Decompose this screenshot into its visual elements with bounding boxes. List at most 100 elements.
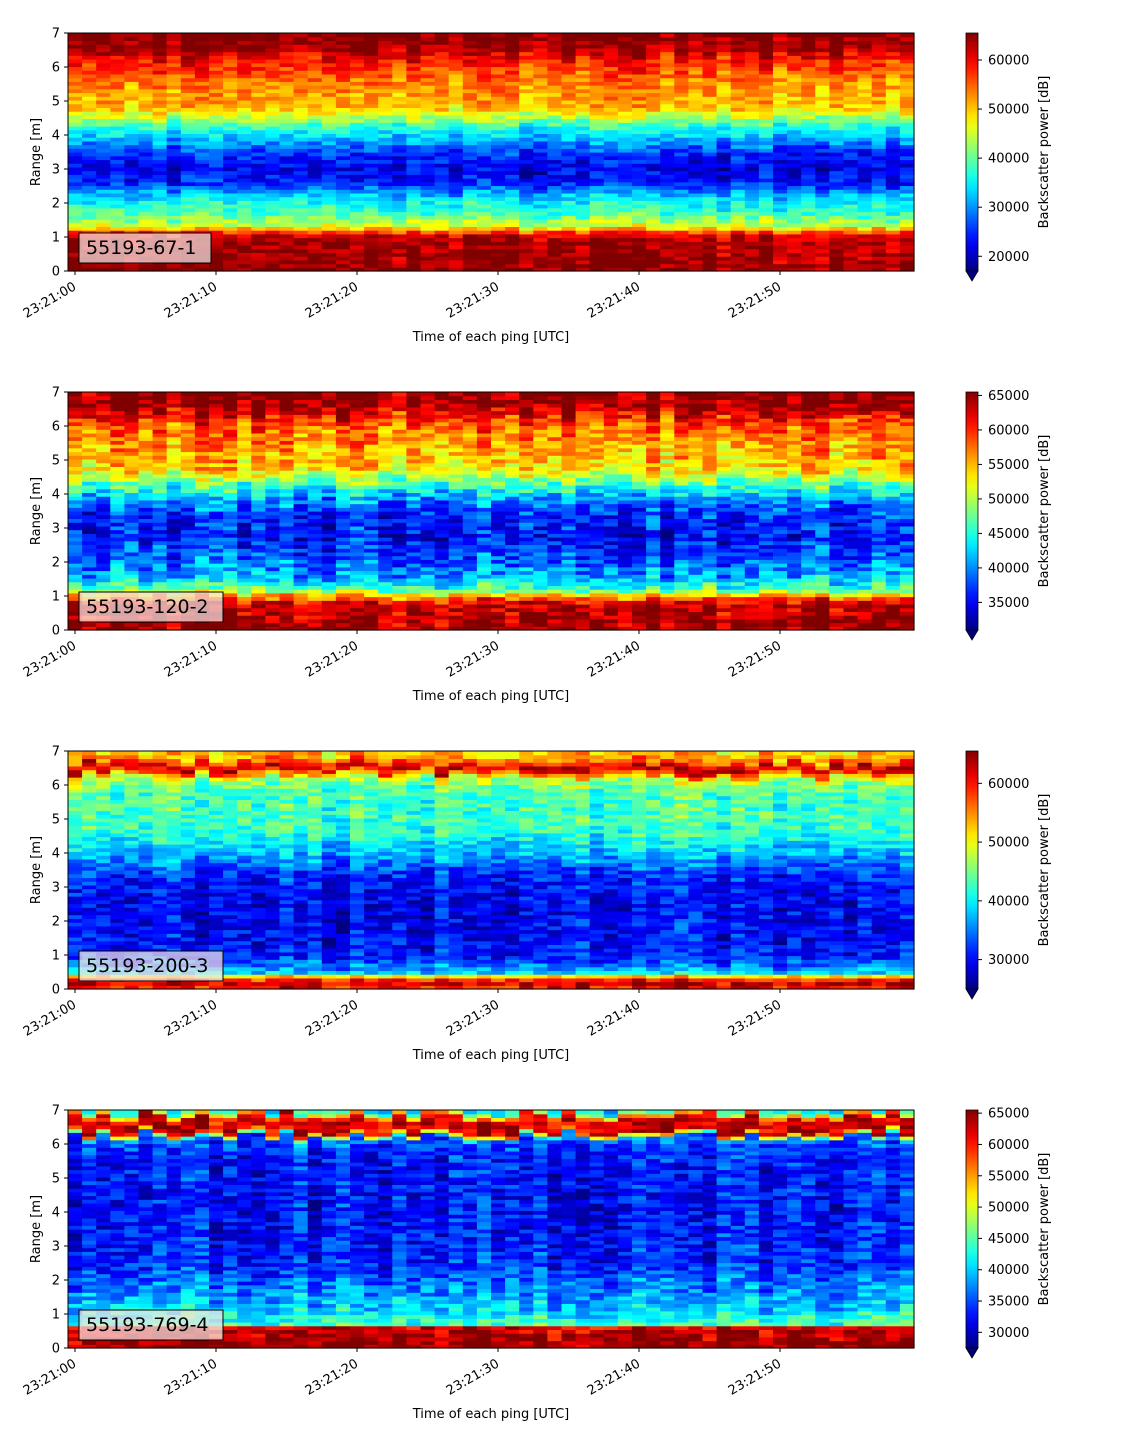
heatmap-cell <box>237 77 252 82</box>
heatmap-cell <box>307 103 323 108</box>
heatmap-cell <box>787 259 802 265</box>
heatmap-cell <box>702 170 718 175</box>
heatmap-cell <box>251 155 266 161</box>
heatmap-cell <box>674 204 689 209</box>
heatmap-cell <box>166 406 182 412</box>
heatmap-cell <box>251 425 266 430</box>
heatmap-cell <box>68 473 83 479</box>
heatmap-cell <box>406 85 422 90</box>
heatmap-cell <box>265 73 281 79</box>
heatmap-cell <box>180 200 196 205</box>
heatmap-cell <box>801 77 816 82</box>
heatmap-cell <box>68 406 83 412</box>
heatmap-cell <box>251 66 266 71</box>
heatmap-cell <box>68 204 83 209</box>
heatmap-cell <box>96 499 111 505</box>
heatmap-cell <box>68 256 83 261</box>
heatmap-cell <box>251 36 266 42</box>
heatmap-cell <box>209 462 224 467</box>
heatmap-cell <box>660 96 675 101</box>
heatmap-cell <box>632 189 647 194</box>
heatmap-cell <box>871 36 887 42</box>
heatmap-cell <box>533 77 548 82</box>
heatmap-cell <box>279 436 295 441</box>
heatmap-cell <box>237 62 252 68</box>
heatmap-cell <box>829 122 845 127</box>
heatmap-cell <box>364 241 379 246</box>
heatmap-cell <box>68 129 83 135</box>
heatmap-cell <box>180 230 196 235</box>
heatmap-cell <box>476 111 492 116</box>
heatmap-cell <box>194 436 210 441</box>
heatmap-cell <box>491 241 506 246</box>
heatmap-cell <box>730 73 746 79</box>
heatmap-cell <box>857 51 873 56</box>
heatmap-cell <box>279 144 295 149</box>
heatmap-cell <box>801 233 816 239</box>
heatmap-cell <box>364 140 379 146</box>
heatmap-cell <box>265 237 281 242</box>
heatmap-cell <box>462 55 478 60</box>
heatmap-cell <box>166 403 182 408</box>
heatmap-cell <box>758 196 774 201</box>
heatmap-cell <box>364 96 379 101</box>
heatmap-cell <box>321 51 337 56</box>
heatmap-cell <box>138 185 154 190</box>
heatmap-cell <box>773 118 788 123</box>
heatmap-cell <box>209 555 224 560</box>
heatmap-cell <box>194 215 210 220</box>
heatmap-cell <box>194 574 210 579</box>
heatmap-cell <box>364 51 379 56</box>
heatmap-cell <box>166 166 182 172</box>
heatmap-cell <box>843 122 859 127</box>
heatmap-cell <box>519 55 534 60</box>
heatmap-cell <box>392 107 407 112</box>
heatmap-cell <box>561 207 577 213</box>
heatmap-cell <box>279 477 295 482</box>
heatmap-cell <box>350 85 365 90</box>
heatmap-cell <box>730 114 746 120</box>
heatmap-cell <box>744 237 760 242</box>
heatmap-cell <box>843 244 859 250</box>
heatmap-cell <box>265 148 281 153</box>
heatmap-cell <box>392 111 407 116</box>
heatmap-cell <box>885 85 901 90</box>
heatmap-cell <box>758 244 774 250</box>
heatmap-cell <box>180 429 196 434</box>
heatmap-cell <box>829 241 845 246</box>
heatmap-cell <box>152 570 168 575</box>
heatmap-cell <box>857 159 873 164</box>
heatmap-cell <box>68 140 83 146</box>
heatmap-cell <box>448 47 464 53</box>
heatmap-cell <box>843 77 859 82</box>
heatmap-cell <box>646 181 661 187</box>
heatmap-cell <box>96 144 111 149</box>
heatmap-cell <box>180 451 196 456</box>
heatmap-cell <box>251 218 266 224</box>
heatmap-cell <box>420 125 436 131</box>
heatmap-cell <box>82 178 97 183</box>
heatmap-cell <box>82 137 97 142</box>
heatmap-cell <box>505 51 520 56</box>
heatmap-cell <box>674 118 689 123</box>
heatmap-cell <box>730 40 746 45</box>
heatmap-cell <box>194 118 210 123</box>
heatmap-cell <box>180 118 196 123</box>
heatmap-cell <box>476 70 492 75</box>
heatmap-cell <box>519 33 534 38</box>
heatmap-cell <box>871 107 887 112</box>
heatmap-cell <box>420 73 436 79</box>
heatmap-cell <box>321 137 337 142</box>
heatmap-cell <box>265 551 281 557</box>
heatmap-cell <box>462 77 478 82</box>
heatmap-cell <box>138 152 154 157</box>
heatmap-cell <box>124 181 140 187</box>
heatmap-cell <box>589 73 605 79</box>
heatmap-cell <box>899 36 915 42</box>
heatmap-cell <box>251 62 266 68</box>
heatmap-cell <box>209 73 224 79</box>
heatmap-cell <box>674 73 689 79</box>
heatmap-cell <box>617 129 633 135</box>
heatmap-cell <box>350 137 365 142</box>
heatmap-cell <box>434 103 450 108</box>
